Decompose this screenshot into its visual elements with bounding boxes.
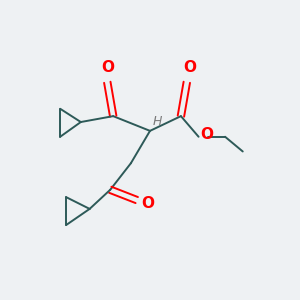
Text: H: H — [153, 115, 162, 128]
Text: O: O — [183, 60, 196, 75]
Text: O: O — [101, 60, 114, 75]
Text: O: O — [141, 196, 154, 211]
Text: O: O — [200, 127, 213, 142]
